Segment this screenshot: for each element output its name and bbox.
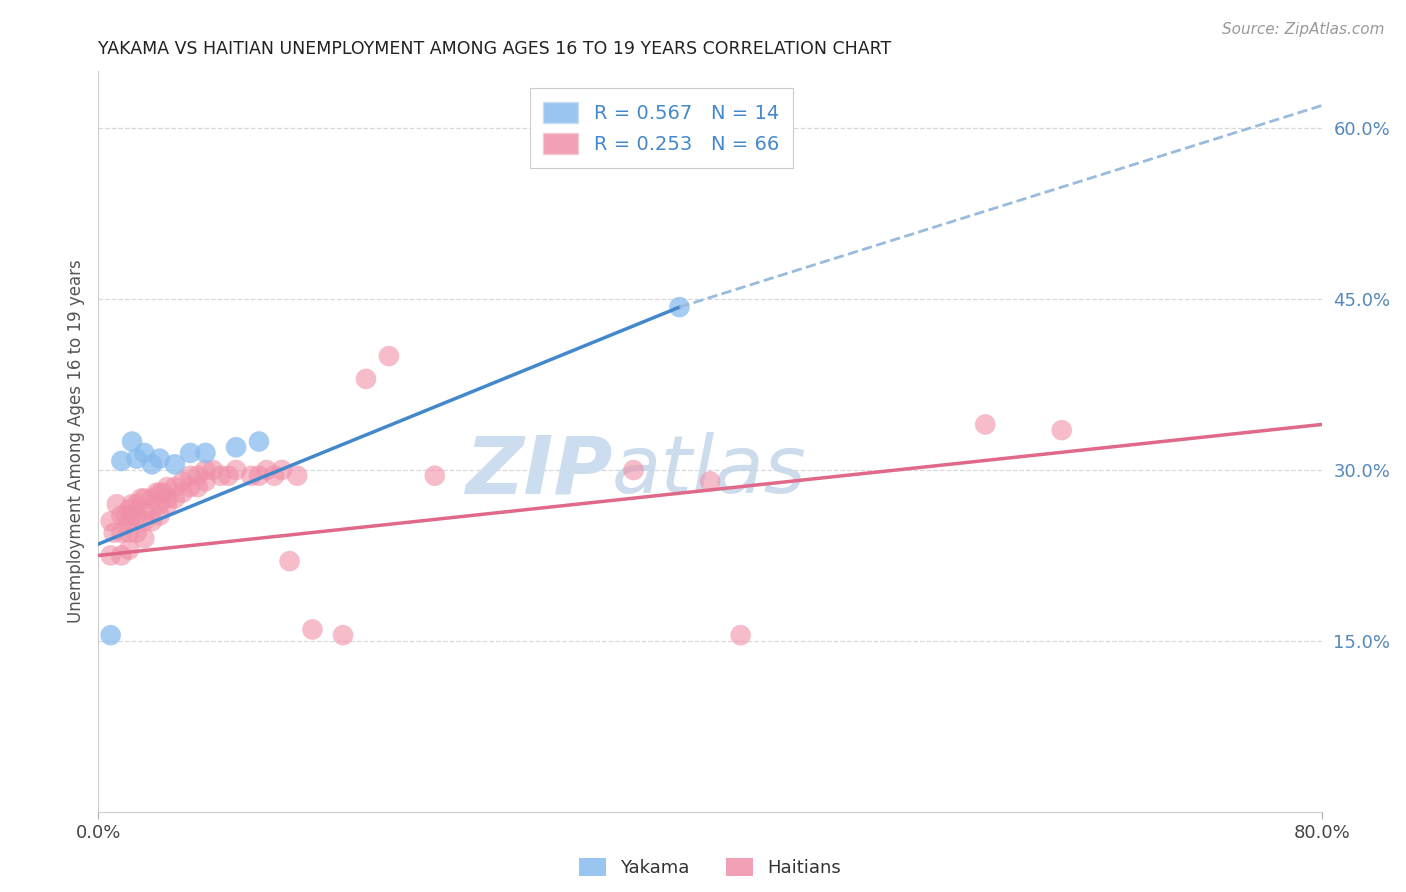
Point — [194, 475, 217, 489]
Point — [156, 491, 179, 506]
Point — [134, 491, 156, 506]
Point — [285, 468, 308, 483]
Point — [378, 349, 401, 363]
Point — [105, 497, 128, 511]
Point — [156, 497, 179, 511]
Point — [149, 451, 172, 466]
Y-axis label: Unemployment Among Ages 16 to 19 years: Unemployment Among Ages 16 to 19 years — [66, 260, 84, 624]
Point — [149, 485, 172, 500]
Point — [225, 463, 247, 477]
Point — [172, 475, 194, 489]
Text: ZIP: ZIP — [465, 432, 612, 510]
Point — [134, 503, 156, 517]
Point — [247, 468, 270, 483]
Point — [256, 463, 278, 477]
Point — [263, 468, 285, 483]
Point — [134, 532, 156, 546]
Point — [179, 446, 201, 460]
Point — [121, 508, 143, 523]
Point — [209, 468, 232, 483]
Point — [149, 508, 172, 523]
Point — [225, 440, 247, 454]
Point — [247, 434, 270, 449]
Text: YAKAMA VS HAITIAN UNEMPLOYMENT AMONG AGES 16 TO 19 YEARS CORRELATION CHART: YAKAMA VS HAITIAN UNEMPLOYMENT AMONG AGE… — [98, 40, 891, 58]
Point — [668, 300, 690, 314]
Point — [118, 542, 141, 557]
Point — [141, 514, 163, 528]
Point — [172, 485, 194, 500]
Point — [156, 480, 179, 494]
Point — [354, 372, 377, 386]
Point — [278, 554, 301, 568]
Point — [270, 463, 292, 477]
Point — [121, 434, 143, 449]
Point — [134, 514, 156, 528]
Point — [100, 549, 122, 563]
Point — [100, 514, 122, 528]
Point — [194, 463, 217, 477]
Point — [179, 468, 201, 483]
Text: atlas: atlas — [612, 432, 807, 510]
Point — [187, 468, 209, 483]
Point — [110, 525, 132, 540]
Point — [121, 497, 143, 511]
Point — [118, 503, 141, 517]
Point — [163, 480, 186, 494]
Point — [623, 463, 645, 477]
Point — [145, 485, 167, 500]
Point — [100, 628, 122, 642]
Point — [129, 491, 152, 506]
Point — [125, 451, 148, 466]
Point — [730, 628, 752, 642]
Point — [179, 480, 201, 494]
Point — [332, 628, 354, 642]
Point — [1050, 423, 1073, 437]
Point — [118, 525, 141, 540]
Point — [118, 514, 141, 528]
Legend: Yakama, Haitians: Yakama, Haitians — [572, 850, 848, 884]
Point — [187, 480, 209, 494]
Point — [194, 446, 217, 460]
Point — [152, 485, 174, 500]
Point — [110, 508, 132, 523]
Point — [217, 468, 239, 483]
Text: Source: ZipAtlas.com: Source: ZipAtlas.com — [1222, 22, 1385, 37]
Point — [699, 475, 721, 489]
Point — [974, 417, 997, 432]
Point — [301, 623, 323, 637]
Point — [134, 446, 156, 460]
Point — [202, 463, 225, 477]
Point — [149, 497, 172, 511]
Point — [163, 491, 186, 506]
Point — [115, 508, 138, 523]
Point — [103, 525, 125, 540]
Point — [141, 491, 163, 506]
Point — [110, 549, 132, 563]
Point — [141, 503, 163, 517]
Point — [125, 508, 148, 523]
Point — [423, 468, 446, 483]
Point — [125, 525, 148, 540]
Point — [163, 458, 186, 472]
Point — [125, 497, 148, 511]
Point — [110, 454, 132, 468]
Point — [240, 468, 263, 483]
Point — [141, 458, 163, 472]
